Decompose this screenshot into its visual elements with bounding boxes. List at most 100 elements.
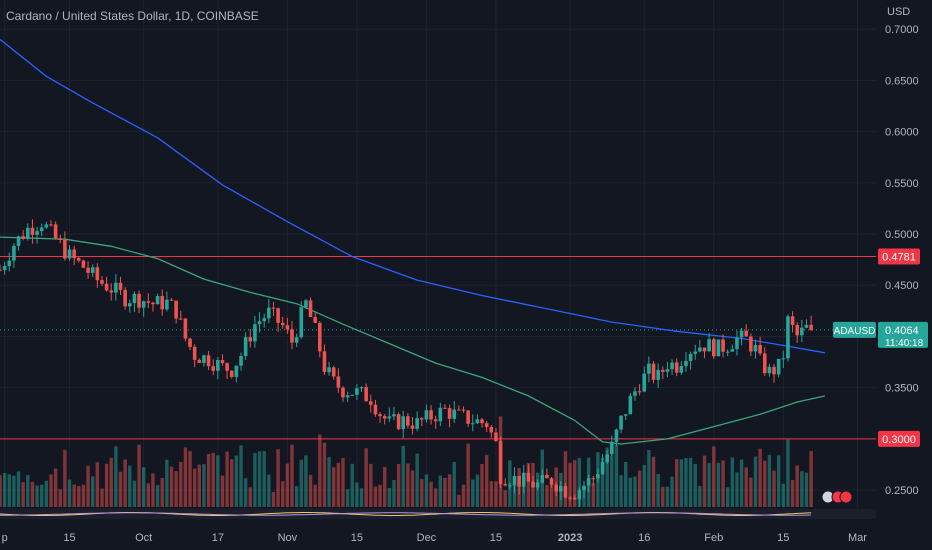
candle-body bbox=[526, 472, 531, 482]
candle-body bbox=[786, 316, 790, 359]
level-price-label: 0.3000 bbox=[882, 434, 916, 446]
candle-body bbox=[146, 301, 151, 303]
candle-body bbox=[21, 236, 25, 239]
volume-bar bbox=[318, 434, 322, 507]
moving-averages bbox=[0, 38, 826, 445]
volume-bar bbox=[257, 451, 262, 507]
volume-bar bbox=[364, 448, 368, 507]
candle-body bbox=[100, 280, 104, 284]
volume-bar bbox=[95, 462, 100, 507]
volume-bar bbox=[628, 477, 633, 507]
volume-bar bbox=[702, 455, 707, 507]
volume-bar bbox=[600, 457, 605, 507]
candle-body bbox=[572, 497, 577, 500]
time-tick-label: 16 bbox=[638, 532, 650, 544]
time-tick-label: Mar bbox=[848, 532, 867, 544]
candle-body bbox=[49, 224, 53, 226]
last-price-badge bbox=[878, 321, 928, 348]
candle-body bbox=[433, 419, 438, 422]
volume-bar bbox=[670, 476, 674, 507]
candle-body bbox=[809, 324, 813, 330]
volume-bar bbox=[471, 479, 475, 507]
candle-body bbox=[7, 260, 12, 267]
volume-bar bbox=[350, 463, 354, 507]
volume-bar bbox=[568, 462, 572, 507]
candle-body bbox=[262, 318, 266, 322]
candle-body bbox=[674, 362, 679, 373]
candle-body bbox=[452, 409, 457, 419]
candle-body bbox=[554, 484, 558, 492]
volume-bar bbox=[202, 464, 206, 507]
candle-body bbox=[396, 414, 401, 430]
volume-bar bbox=[174, 471, 178, 507]
volume-bar bbox=[698, 485, 702, 507]
candle-body bbox=[243, 337, 248, 357]
volume-bar bbox=[712, 446, 716, 507]
volume-bar bbox=[452, 462, 456, 507]
candle-body bbox=[174, 300, 178, 319]
candle-body bbox=[508, 485, 512, 487]
volume-bar bbox=[545, 485, 549, 507]
volume-bar bbox=[220, 475, 225, 507]
volume-bar bbox=[40, 484, 44, 507]
volume-bar bbox=[262, 451, 266, 507]
candle-body bbox=[30, 227, 35, 235]
volume-bar bbox=[137, 444, 141, 507]
volume-bar bbox=[684, 458, 688, 507]
candle-body bbox=[63, 239, 67, 259]
candle-body bbox=[202, 355, 206, 363]
volume-bar bbox=[429, 481, 433, 507]
volume-bar bbox=[443, 477, 447, 507]
candle-body bbox=[39, 227, 44, 232]
candle-body bbox=[276, 308, 280, 323]
volume-bar bbox=[355, 482, 359, 507]
volume-bar bbox=[165, 459, 169, 507]
candle-body bbox=[401, 416, 406, 430]
volume-bar bbox=[735, 472, 739, 507]
time-axis: p 15 Oct 17 Nov 15 Dec 15 2023 16 Feb 15 Mar bbox=[0, 527, 932, 550]
candle-body bbox=[776, 358, 781, 375]
candle-body bbox=[341, 387, 345, 398]
volume-bar bbox=[809, 450, 813, 507]
candle-body bbox=[322, 351, 327, 373]
candle-body bbox=[614, 429, 619, 442]
candle-body bbox=[151, 302, 155, 305]
candle-body bbox=[679, 366, 684, 373]
candle-body bbox=[127, 303, 132, 307]
volume-bar bbox=[26, 475, 30, 507]
candle-body bbox=[651, 363, 656, 380]
candle-body bbox=[665, 369, 670, 372]
candle-body bbox=[660, 369, 665, 372]
price-tick-label: 0.7000 bbox=[885, 24, 919, 36]
volume-bar bbox=[563, 451, 568, 507]
volume-bar bbox=[420, 479, 424, 507]
volume-bar bbox=[744, 467, 748, 507]
candle-body bbox=[633, 391, 637, 396]
volume-bar bbox=[605, 447, 609, 507]
candle-body bbox=[670, 362, 674, 370]
candle-body bbox=[76, 258, 81, 261]
volume-bar bbox=[484, 454, 489, 507]
candle-body bbox=[368, 401, 373, 405]
candle-body bbox=[178, 318, 183, 320]
candle-body bbox=[642, 373, 647, 392]
volume-bar bbox=[387, 488, 392, 507]
volume-bar bbox=[290, 444, 294, 507]
volume-bar bbox=[707, 463, 711, 507]
volume-bar bbox=[294, 486, 299, 507]
candle-body bbox=[656, 369, 660, 380]
volume-bar bbox=[651, 456, 656, 507]
event-flag-icon bbox=[839, 490, 853, 504]
volume-bar bbox=[7, 474, 11, 507]
volume-bar bbox=[225, 451, 229, 507]
candle-body bbox=[772, 366, 776, 375]
candle-body bbox=[308, 300, 313, 317]
candle-body bbox=[188, 338, 192, 347]
volume-bar bbox=[230, 459, 234, 507]
price-tick-label: 0.6000 bbox=[885, 127, 919, 139]
candle-body bbox=[392, 414, 396, 417]
volume-bar bbox=[753, 456, 758, 507]
volume-bar bbox=[776, 455, 781, 507]
